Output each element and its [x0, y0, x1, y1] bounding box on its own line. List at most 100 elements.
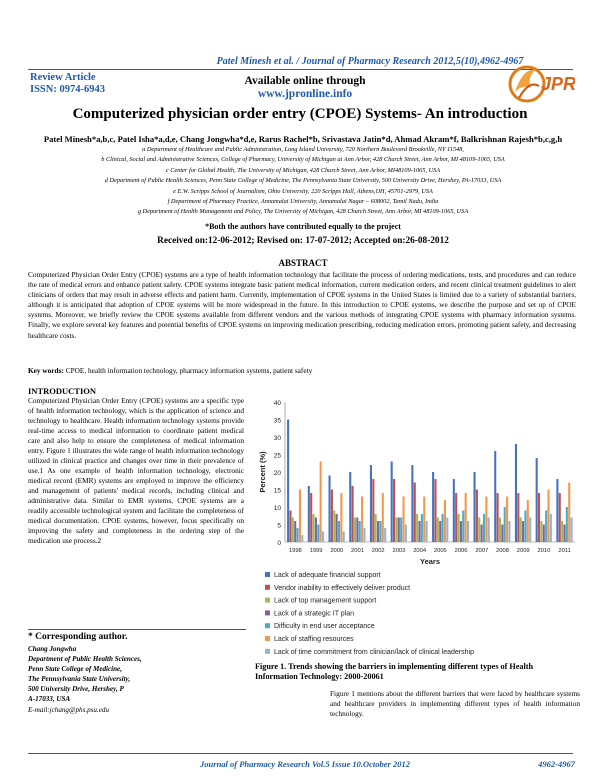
legend-label: Vendor inability to effectively deliver …: [274, 585, 410, 592]
bar: [298, 489, 301, 542]
bar: [379, 521, 382, 542]
legend-label: Lack of a strategic IT plan: [274, 610, 354, 617]
bar: [321, 531, 325, 542]
abstract-text: Computerized Physician Order Entry (CPOE…: [28, 270, 576, 340]
bar: [506, 496, 509, 542]
y-tick-label: 35: [274, 418, 282, 425]
bar: [565, 507, 568, 542]
affiliation: f Department of Pharmacy Practice, Annam…: [167, 198, 439, 206]
bar: [434, 479, 437, 542]
bar: [529, 517, 532, 542]
y-tick-label: 0: [277, 540, 281, 547]
bar: [390, 461, 393, 542]
x-tick-label: 2010: [537, 548, 550, 554]
bar: [420, 514, 423, 542]
y-tick-label: 5: [277, 523, 281, 530]
y-tick-label: 10: [274, 505, 282, 512]
bar: [310, 493, 313, 542]
legend-swatch: [265, 648, 270, 654]
bar: [400, 517, 403, 542]
bar: [301, 535, 304, 542]
bar: [404, 524, 407, 542]
introduction-text: Computerized Physician Order Entry (CPOE…: [28, 396, 244, 545]
y-axis-title: Percent (%): [258, 451, 267, 493]
bar: [418, 521, 421, 542]
bar: [446, 517, 449, 542]
bar: [413, 482, 416, 542]
figure-description: Figure 1 mentions about the different ba…: [330, 689, 580, 718]
y-tick-label: 30: [274, 435, 282, 442]
bar: [439, 521, 442, 542]
bar: [356, 517, 359, 542]
bar: [459, 521, 462, 542]
x-axis-title: Years: [420, 557, 440, 566]
issn: ISSN: 0974-6943: [30, 84, 105, 95]
legend-label: Lack of time commitment from clinician/l…: [274, 649, 474, 656]
bar: [374, 514, 377, 542]
bar: [526, 500, 529, 542]
bar: [549, 514, 552, 542]
equal-contribution-note: *Both the authors have contributed equal…: [205, 222, 401, 231]
bar: [351, 486, 354, 542]
x-tick-label: 2001: [351, 548, 364, 554]
bar: [485, 496, 488, 542]
introduction-heading: INTRODUCTION: [28, 386, 97, 396]
bar: [473, 472, 476, 542]
bar: [498, 517, 502, 542]
submission-dates: Received on:12-06-2012; Revised on: 17-0…: [157, 236, 449, 246]
paper-title: Computerized physician order entry (CPOE…: [72, 106, 528, 122]
x-tick-label: 2003: [392, 548, 405, 554]
bar: [501, 524, 504, 542]
available-label: Available online through: [244, 75, 366, 87]
bar: [503, 507, 506, 542]
bar: [319, 461, 322, 542]
correspondence-email[interactable]: E-mail:jchang@phs.psu.edu: [28, 705, 109, 714]
x-tick-label: 2008: [496, 548, 509, 554]
bar: [289, 510, 292, 542]
bar: [416, 514, 419, 542]
bar: [294, 521, 297, 542]
bar: [330, 489, 333, 542]
bar: [570, 517, 573, 542]
bar: [381, 493, 384, 542]
x-tick-label: 1999: [310, 548, 323, 554]
correspondence-line: Penn State College of Medicine,: [28, 665, 122, 674]
bar: [496, 493, 499, 542]
bar: [480, 524, 483, 542]
bar: [377, 521, 380, 542]
correspondence-line: A-17033, USA: [28, 695, 71, 704]
bar: [314, 517, 317, 542]
bar: [353, 517, 357, 542]
keywords-line: Key words: CPOE, health information tech…: [28, 366, 576, 375]
bar: [328, 475, 331, 542]
bar: [287, 419, 290, 542]
correspondence-line: Chang Jongwha: [28, 645, 77, 653]
bar: [393, 479, 396, 542]
legend-label: Lack of staffing resources: [274, 636, 354, 643]
legend-swatch: [265, 584, 270, 590]
x-tick-label: 2005: [434, 548, 447, 554]
bar: [522, 521, 525, 542]
bar: [494, 451, 497, 542]
legend-swatch: [265, 636, 270, 641]
svg-text:JPR: JPR: [541, 74, 575, 94]
bar: [542, 524, 545, 542]
bar: [464, 493, 467, 542]
bar: [540, 521, 543, 542]
bar: [358, 521, 361, 542]
bar: [317, 524, 320, 542]
figure-caption: Figure 1. Trends showing the barriers in…: [255, 662, 534, 681]
bar: [519, 517, 522, 542]
bar: [361, 496, 364, 542]
y-tick-label: 25: [274, 453, 282, 460]
bar: [397, 517, 400, 542]
bar: [482, 514, 486, 542]
correspondence-line: The Pennsylvania State University,: [28, 675, 131, 684]
legend-swatch: [265, 572, 270, 577]
bar: [349, 472, 352, 542]
footer-divider: [28, 753, 573, 754]
bar: [342, 531, 345, 542]
article-type-block: Review Article ISSN: 0974-6943: [30, 72, 105, 96]
journal-url[interactable]: www.jpronline.info: [257, 88, 353, 100]
bar: [561, 521, 564, 542]
